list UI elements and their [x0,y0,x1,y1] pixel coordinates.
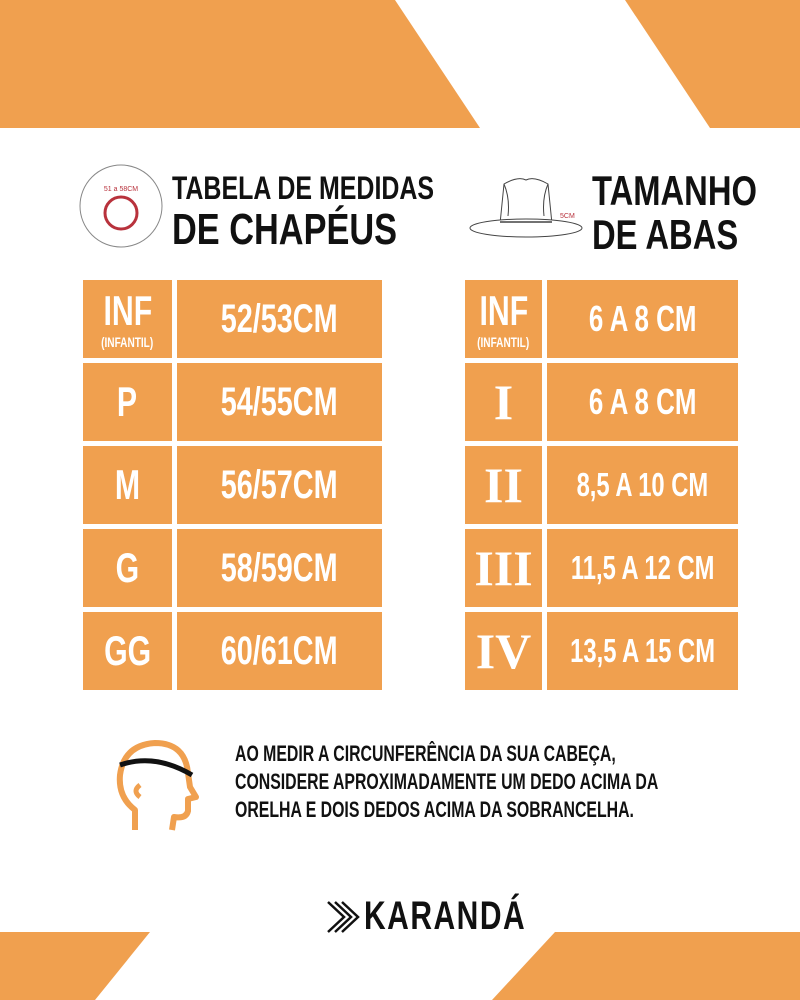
measure-cell: 6 A 8 CM [547,363,738,441]
size-label: I [493,374,514,430]
measure-value: 6 A 8 CM [588,298,697,339]
measure-cell: 52/53CM [177,280,382,358]
head-measure-icon [116,740,199,831]
measure-cell: 60/61CM [177,612,382,690]
measuring-instructions: AO MEDIR A CIRCUNFERÊNCIA DA SUA CABEÇA,… [235,740,658,824]
measure-value: 60/61CM [221,628,338,673]
size-cell: GG [83,612,172,690]
size-cell: I [465,363,542,441]
size-label: M [114,461,141,508]
size-label: II [484,457,523,513]
size-label: INF [103,286,152,334]
size-label: III [474,540,533,596]
size-sublabel: (INFANTIL) [477,333,530,350]
size-label: G [115,544,140,591]
measure-cell: 11,5 A 12 CM [547,529,738,607]
note-line: ORELHA E DOIS DEDOS ACIMA DA SOBRANCELHA… [235,797,634,822]
left-title-line2: DE CHAPÉUS [172,205,398,254]
measure-value: 54/55CM [221,379,338,424]
brand-logo-mark-icon [327,900,360,933]
size-cell: INF (INFANTIL) [83,280,172,358]
measure-value: 11,5 A 12 CM [570,549,715,586]
brand-name: KARANDÁ [364,894,527,938]
right-title-line2: DE ABAS [592,211,739,258]
right-title-line1: TAMANHO [592,167,757,214]
note-line: AO MEDIR A CIRCUNFERÊNCIA DA SUA CABEÇA, [235,741,616,766]
left-title-line1: TABELA DE MEDIDAS [172,170,435,206]
svg-text:51 a 58CM: 51 a 58CM [104,186,138,193]
size-sublabel: (INFANTIL) [101,333,154,350]
measure-cell: 58/59CM [177,529,382,607]
size-cell: INF (INFANTIL) [465,280,542,358]
measure-value: 6 A 8 CM [588,381,697,422]
measure-cell: 8,5 A 10 CM [547,446,738,524]
measure-cell: 13,5 A 15 CM [547,612,738,690]
measure-cell: 6 A 8 CM [547,280,738,358]
size-cell: P [83,363,172,441]
size-label: INF [479,286,528,334]
measure-cell: 56/57CM [177,446,382,524]
size-cell: IV [465,612,542,690]
measure-cell: 54/55CM [177,363,382,441]
size-cell: III [465,529,542,607]
measure-value: 8,5 A 10 CM [576,466,709,503]
head-circumference-icon: 51 a 58CM [79,164,163,248]
size-cell: M [83,446,172,524]
size-cell: II [465,446,542,524]
measure-value: 52/53CM [221,296,338,341]
measure-value: 56/57CM [221,462,338,507]
note-line: CONSIDERE APROXIMADAMENTE UM DEDO ACIMA … [235,769,659,794]
size-cell: G [83,529,172,607]
size-label: GG [103,627,152,674]
size-label: P [117,378,138,425]
size-label: IV [475,623,532,679]
svg-text:5CM: 5CM [560,213,575,220]
measure-value: 13,5 A 15 CM [570,632,715,669]
hat-icon: 5CM [469,178,583,238]
brand-logo: KARANDÁ [326,894,580,939]
measure-value: 58/59CM [221,545,338,590]
